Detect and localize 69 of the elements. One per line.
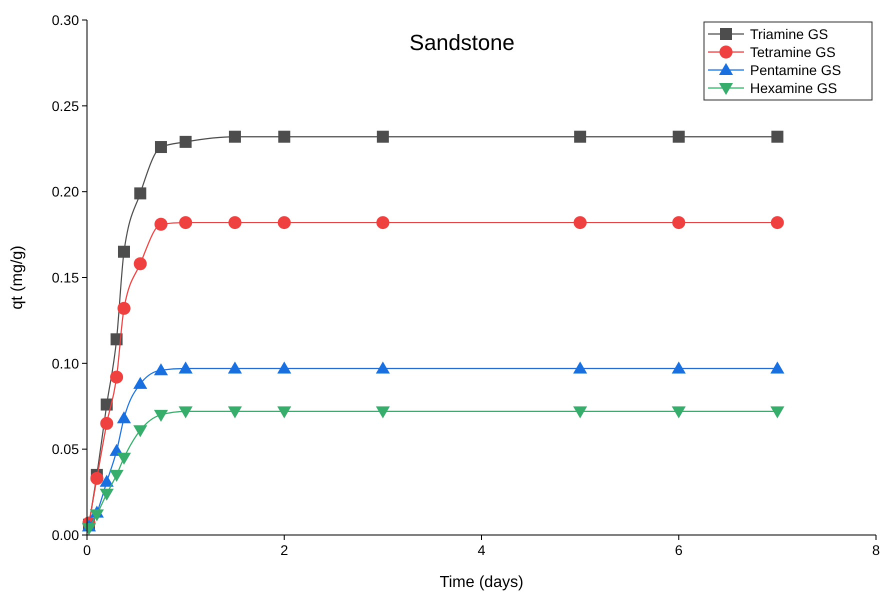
point (154, 363, 168, 376)
point (672, 361, 686, 374)
point (573, 406, 588, 418)
x-tick-label: 4 (478, 542, 486, 558)
y-tick-label: 0.10 (52, 355, 80, 372)
point (376, 361, 390, 374)
point (154, 410, 168, 422)
point (179, 216, 192, 230)
point (116, 452, 131, 465)
point (376, 216, 390, 230)
y-tick-label: 0.20 (52, 184, 80, 200)
legend-label: Triamine GS (750, 26, 828, 42)
point (770, 406, 784, 418)
point (134, 257, 147, 270)
legend-label: Pentamine GS (750, 62, 842, 78)
y-tick-label: 0.30 (52, 12, 80, 28)
point (180, 136, 192, 148)
y-tick-label: 0.15 (52, 270, 80, 286)
y-tick-label: 0.00 (52, 527, 80, 543)
point (110, 370, 124, 384)
point (100, 398, 113, 411)
point (228, 361, 242, 374)
point (672, 130, 685, 143)
y-tick-label: 0.05 (52, 441, 80, 458)
point (770, 216, 784, 230)
point (100, 416, 114, 430)
text: Sandstone (409, 30, 515, 55)
x-tick-label: 0 (83, 542, 92, 558)
legend-label: Tetramine GS (750, 44, 836, 60)
point (278, 130, 290, 143)
point (573, 361, 588, 374)
point (134, 187, 146, 200)
point (376, 406, 390, 418)
x-axis-title: Time (days) (440, 574, 524, 591)
point (771, 130, 784, 143)
point (110, 333, 123, 346)
point (117, 302, 130, 315)
point (178, 406, 193, 418)
x-tick-label: 6 (674, 542, 683, 558)
x-tick-label: 2 (280, 542, 288, 558)
point (110, 470, 124, 482)
point (178, 361, 193, 374)
point (90, 472, 104, 485)
y-tick-label: 0.25 (52, 98, 80, 114)
point (770, 361, 784, 374)
point (100, 474, 114, 487)
point (672, 216, 686, 230)
point (277, 361, 292, 374)
point (672, 406, 686, 418)
point (228, 406, 242, 418)
point (133, 425, 148, 438)
x-tick-label: 8 (872, 542, 880, 558)
point (154, 218, 168, 231)
y-axis-title: qt (mg/g) (9, 245, 26, 310)
point (116, 411, 131, 424)
point (228, 130, 241, 143)
point (100, 488, 114, 501)
point (228, 216, 242, 230)
legend-label: Hexamine GS (750, 80, 838, 96)
point (90, 509, 104, 522)
point (133, 376, 148, 389)
point (118, 246, 130, 258)
point (82, 523, 96, 536)
point (277, 406, 292, 418)
point (154, 141, 167, 154)
point (574, 216, 587, 230)
point (376, 130, 389, 143)
point (278, 216, 291, 230)
point (574, 130, 586, 143)
